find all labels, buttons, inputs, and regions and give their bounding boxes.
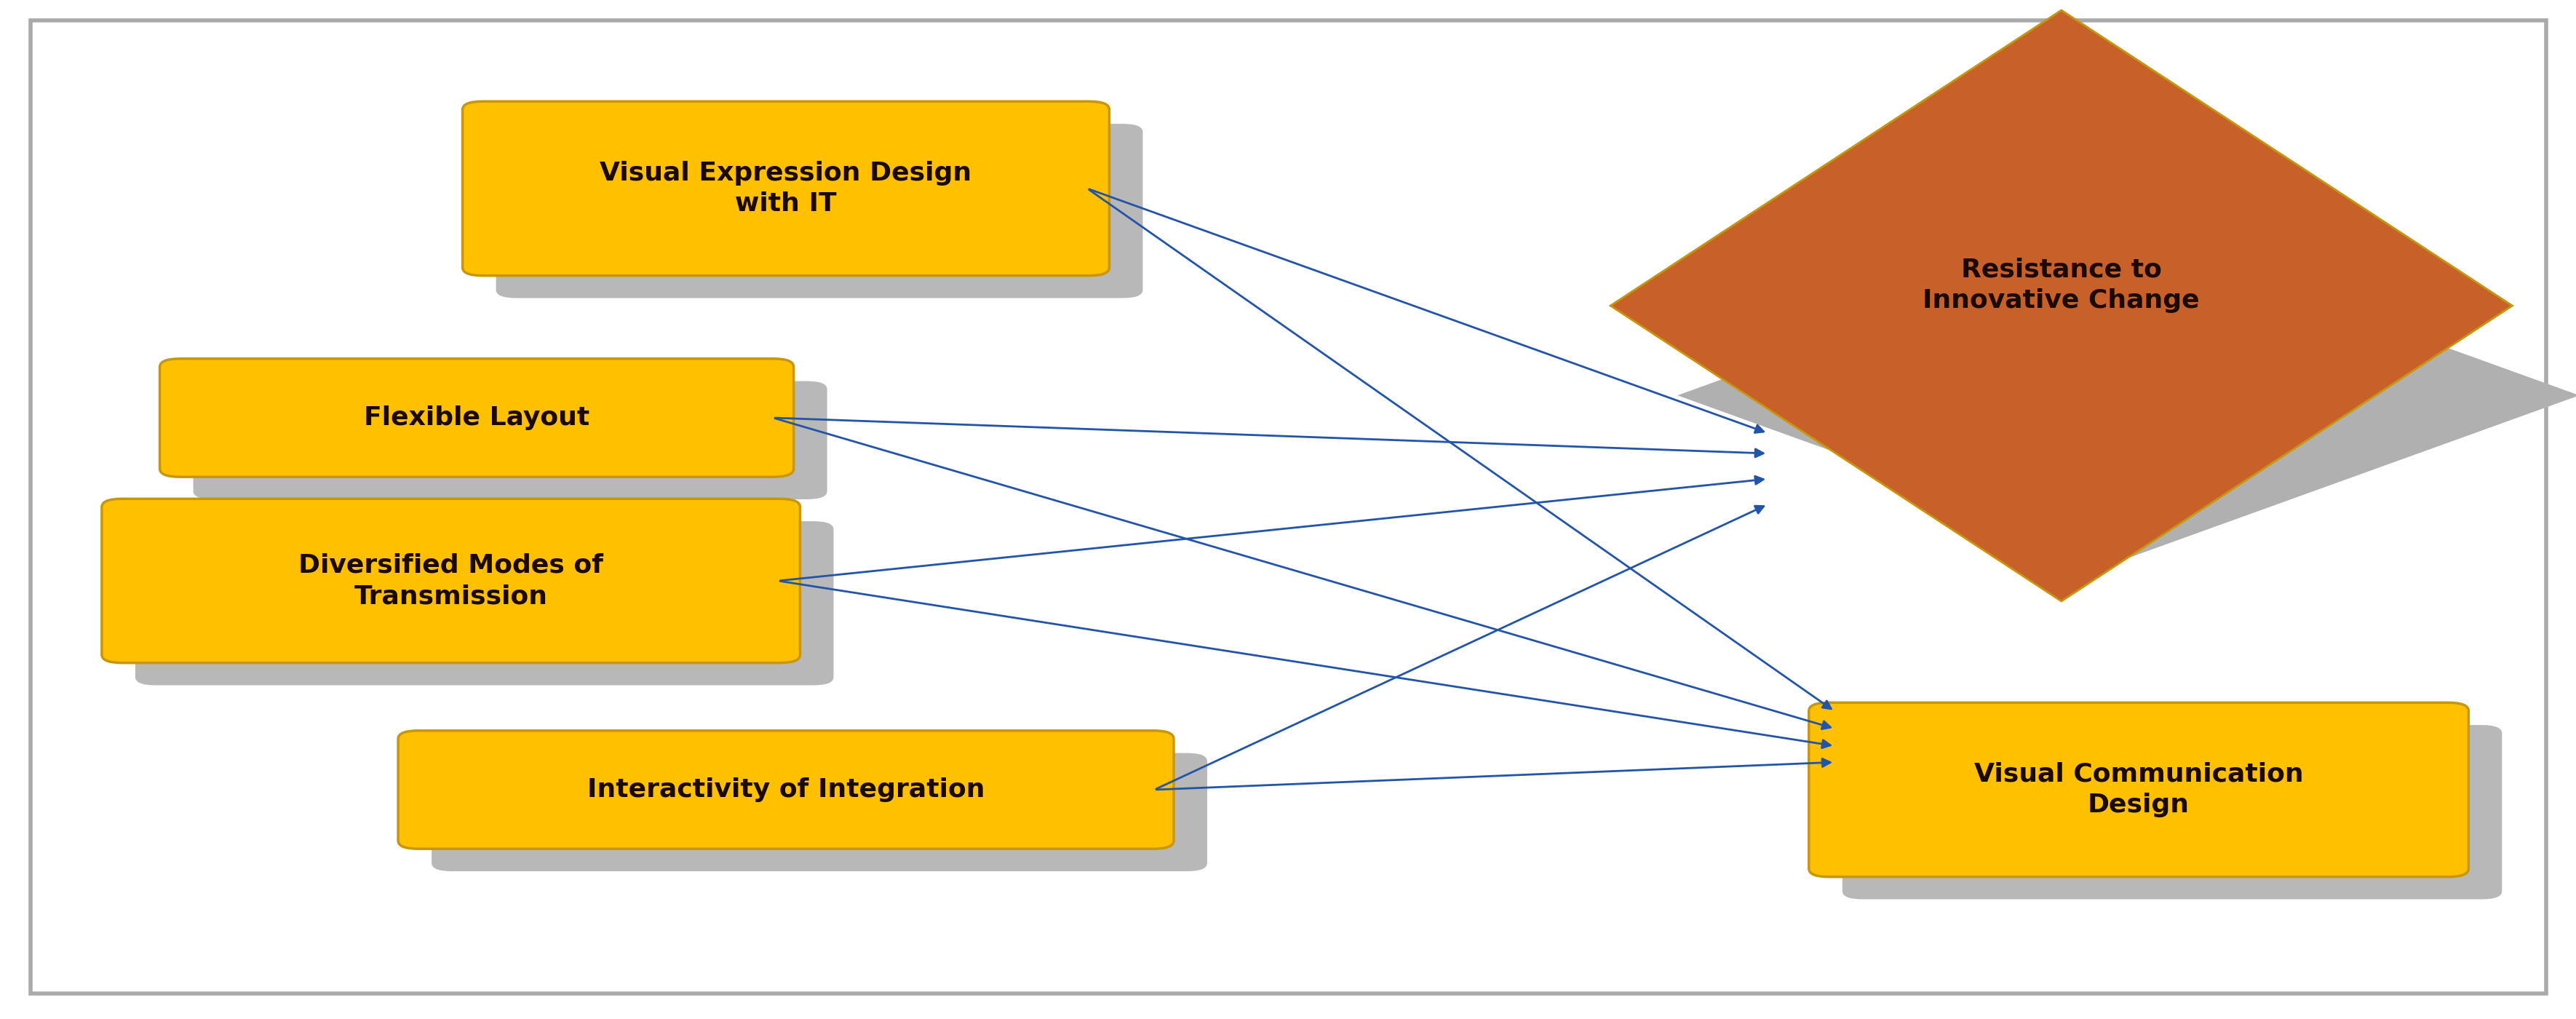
Text: Resistance to
Innovative Change: Resistance to Innovative Change	[1922, 258, 2200, 313]
FancyBboxPatch shape	[464, 102, 1108, 276]
Polygon shape	[1677, 233, 2576, 558]
Text: Diversified Modes of
Transmission: Diversified Modes of Transmission	[299, 553, 603, 608]
FancyBboxPatch shape	[134, 522, 832, 686]
FancyBboxPatch shape	[397, 731, 1172, 849]
FancyBboxPatch shape	[160, 359, 793, 477]
FancyBboxPatch shape	[430, 753, 1206, 871]
Polygon shape	[1610, 10, 2512, 601]
FancyBboxPatch shape	[100, 499, 799, 663]
FancyBboxPatch shape	[31, 20, 2545, 994]
Text: Visual Expression Design
with IT: Visual Expression Design with IT	[600, 161, 971, 216]
FancyBboxPatch shape	[1808, 703, 2468, 876]
FancyBboxPatch shape	[495, 124, 1144, 299]
FancyBboxPatch shape	[1842, 726, 2501, 899]
Text: Interactivity of Integration: Interactivity of Integration	[587, 777, 984, 802]
FancyBboxPatch shape	[193, 381, 827, 499]
Text: Visual Communication
Design: Visual Communication Design	[1973, 762, 2303, 817]
Text: Flexible Layout: Flexible Layout	[363, 406, 590, 430]
